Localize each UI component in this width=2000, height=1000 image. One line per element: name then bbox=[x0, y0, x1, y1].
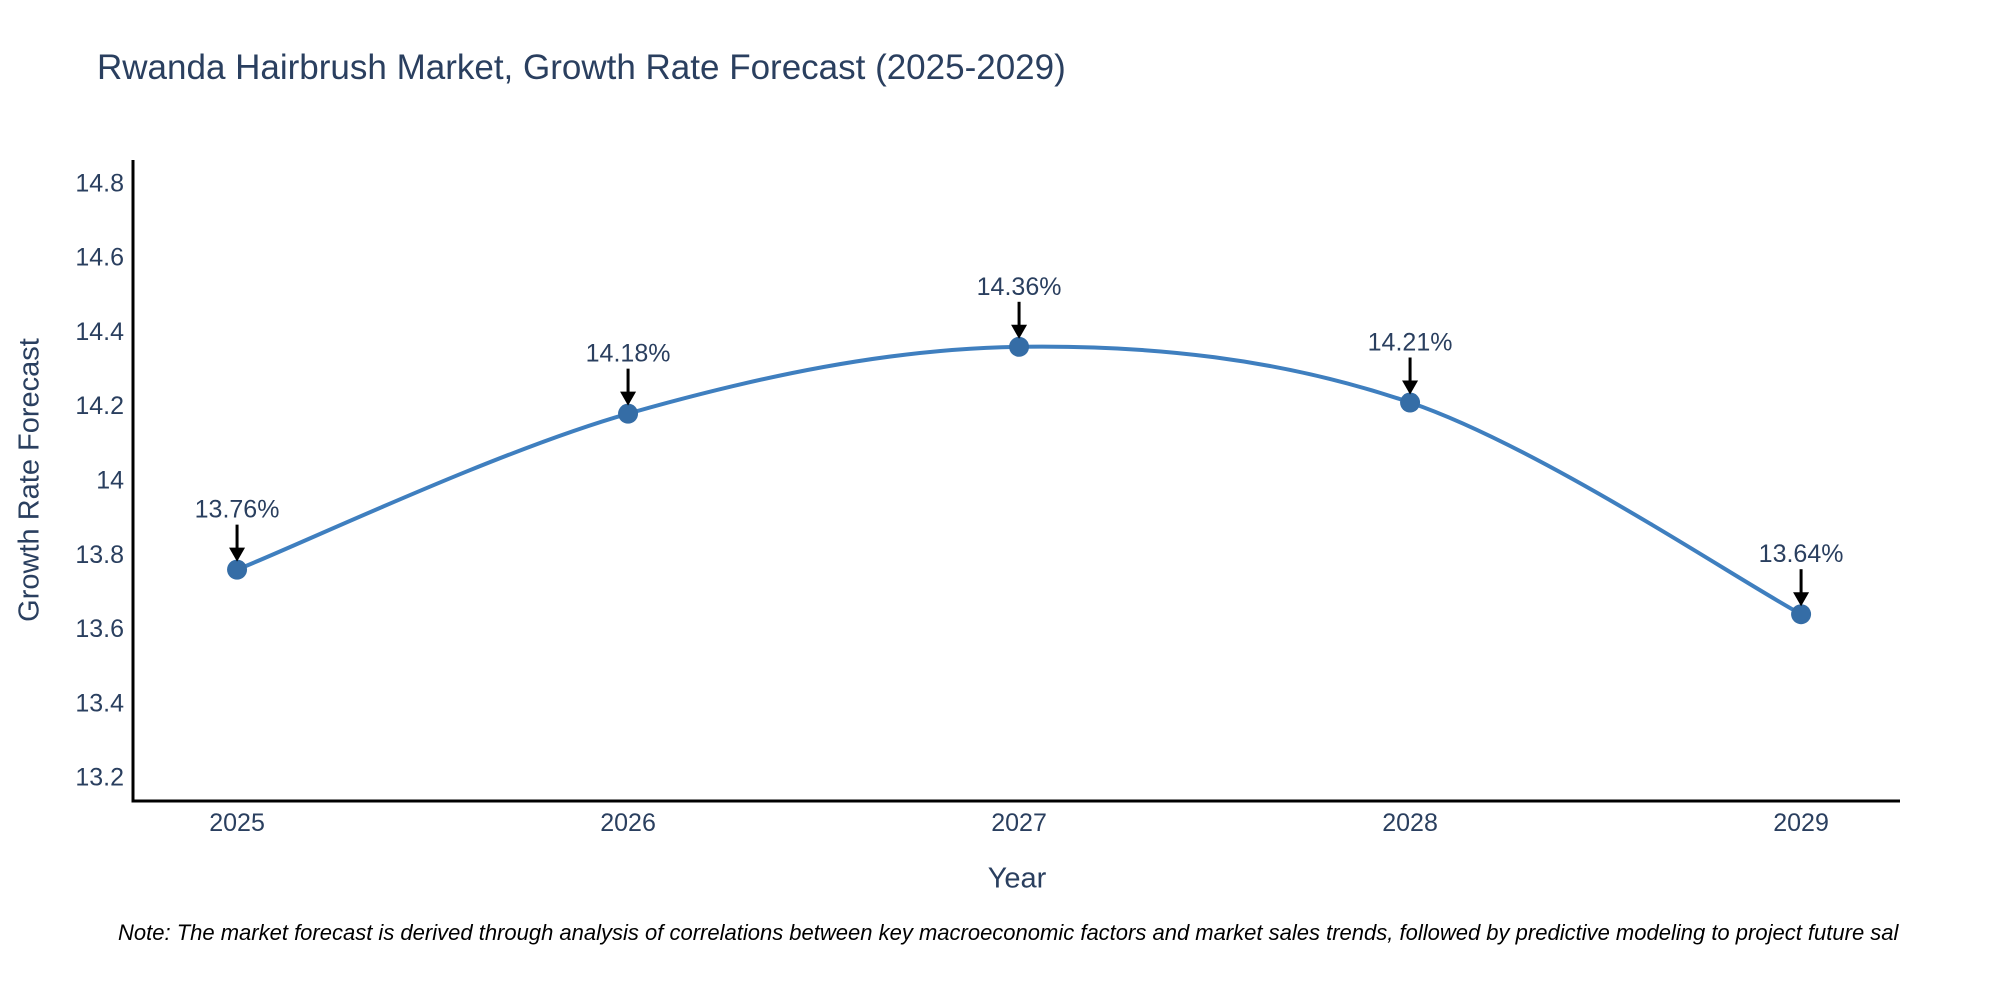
x-tick-label: 2029 bbox=[1773, 809, 1829, 837]
annotation-arrowhead bbox=[1402, 380, 1419, 395]
forecast-line bbox=[235, 344, 1804, 617]
annotation-arrowhead bbox=[1793, 592, 1810, 607]
y-tick-label: 13.2 bbox=[75, 764, 124, 792]
point-annotation-label: 13.64% bbox=[1759, 540, 1844, 568]
data-point-marker[interactable] bbox=[1791, 604, 1812, 625]
annotation-arrowhead bbox=[229, 547, 246, 562]
data-point-marker[interactable] bbox=[227, 559, 248, 580]
y-tick-label: 14.4 bbox=[75, 318, 124, 346]
footnote: Note: The market forecast is derived thr… bbox=[118, 920, 1899, 945]
chart-title: Rwanda Hairbrush Market, Growth Rate For… bbox=[97, 48, 1066, 87]
annotation-arrowhead bbox=[620, 391, 637, 406]
y-tick-label: 14.2 bbox=[75, 392, 124, 420]
point-annotation-label: 13.76% bbox=[195, 496, 280, 524]
x-tick-label: 2026 bbox=[600, 809, 656, 837]
y-tick-label: 13.6 bbox=[75, 615, 124, 643]
x-axis-title: Year bbox=[987, 862, 1047, 895]
annotation-arrowhead bbox=[1011, 324, 1028, 339]
data-point-marker[interactable] bbox=[1400, 392, 1421, 413]
point-annotation-label: 14.36% bbox=[977, 273, 1062, 301]
point-annotation-label: 14.21% bbox=[1368, 329, 1453, 357]
y-tick-label: 13.4 bbox=[75, 689, 124, 717]
point-annotation-label: 14.18% bbox=[586, 340, 671, 368]
y-tick-label: 14.8 bbox=[75, 169, 124, 197]
x-tick-label: 2028 bbox=[1382, 809, 1438, 837]
data-point-marker[interactable] bbox=[1009, 336, 1030, 357]
y-tick-label: 14.6 bbox=[75, 244, 124, 272]
data-point-marker[interactable] bbox=[618, 403, 639, 424]
y-tick-label: 14 bbox=[96, 467, 124, 495]
x-tick-label: 2025 bbox=[209, 809, 265, 837]
y-tick-label: 13.8 bbox=[75, 541, 124, 569]
x-tick-label: 2027 bbox=[991, 809, 1047, 837]
